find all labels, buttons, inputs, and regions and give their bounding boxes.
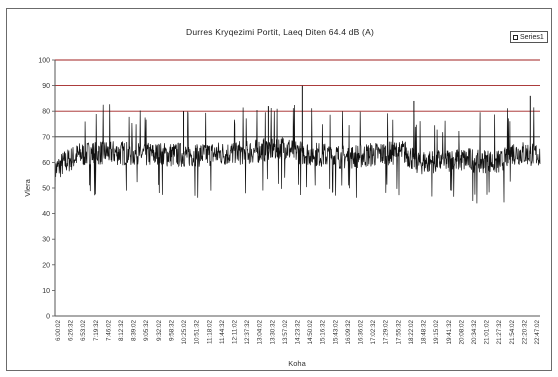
x-tick-label: 6:26:32 (68, 320, 75, 342)
y-tick-label: 90 (42, 83, 50, 90)
x-tick-label: 14:23:32 (295, 320, 302, 345)
y-tick-label: 30 (42, 237, 50, 244)
x-tick-label: 12:11:02 (231, 320, 238, 345)
chart-legend: Series1 (510, 31, 548, 43)
x-tick-label: 21:01:02 (484, 320, 491, 345)
y-tick-label: 80 (42, 109, 50, 116)
x-tick-label: 8:39:02 (131, 320, 138, 342)
x-axis-ticks: 6:00:02 6:26:32 6:53:02 7:19:32 7:46:02 8:12:… (55, 320, 541, 345)
x-tick-label: 13:04:02 (257, 320, 264, 345)
x-tick-label: 20:34:32 (471, 320, 478, 345)
x-tick-label: 11:44:32 (219, 320, 226, 345)
series-spikes (183, 85, 531, 159)
x-tick-label: 14:50:02 (307, 320, 314, 345)
x-tick-label: 21:54:02 (509, 320, 516, 345)
series-line (54, 104, 541, 213)
x-tick-label: 13:30:32 (269, 320, 276, 345)
x-tick-label: 9:58:32 (168, 320, 175, 342)
x-tick-label: 22:20:32 (521, 320, 528, 345)
y-tick-label: 100 (38, 58, 50, 65)
y-tick-label: 40 (42, 211, 50, 218)
chart-title: Durres Kryqezimi Portit, Laeq Diten 64.4… (186, 27, 374, 37)
x-tick-label: 18:22:02 (408, 320, 415, 345)
x-tick-label: 20:08:02 (458, 320, 465, 345)
x-tick-label: 9:05:32 (143, 320, 150, 342)
x-tick-label: 19:41:32 (446, 320, 453, 345)
x-tick-label: 10:25:02 (181, 320, 188, 345)
x-tick-label: 22:47:02 (534, 320, 541, 345)
x-tick-label: 8:12:32 (118, 320, 125, 342)
x-tick-label: 19:15:02 (433, 320, 440, 345)
y-tick-label: 50 (42, 186, 50, 193)
x-tick-label: 17:55:32 (395, 320, 402, 345)
x-tick-label: 12:37:32 (244, 320, 251, 345)
y-tick-label: 70 (42, 134, 50, 141)
x-tick-label: 15:16:32 (320, 320, 327, 345)
y-axis-label: Vlera (23, 178, 32, 196)
plot-area (55, 60, 540, 316)
y-axis-ticks: 0 10 20 30 40 50 60 70 80 90 100 (38, 58, 55, 321)
x-tick-label: 21:27:32 (496, 320, 503, 345)
x-tick-label: 16:36:02 (358, 320, 365, 345)
x-tick-label: 11:18:02 (206, 320, 213, 345)
x-tick-label: 6:53:02 (80, 320, 87, 342)
y-tick-label: 20 (42, 262, 50, 269)
x-tick-label: 13:57:02 (282, 320, 289, 345)
x-tick-label: 10:51:32 (194, 320, 201, 345)
x-tick-label: 9:32:02 (156, 320, 163, 342)
y-tick-label: 10 (42, 288, 50, 295)
x-tick-label: 17:29:02 (383, 320, 390, 345)
x-tick-label: 7:19:32 (93, 320, 100, 342)
x-tick-label: 6:00:02 (55, 320, 62, 342)
x-tick-label: 16:09:32 (345, 320, 352, 345)
x-tick-label: 17:02:32 (370, 320, 377, 345)
y-tick-label: 60 (42, 160, 50, 167)
x-tick-label: 18:48:32 (421, 320, 428, 345)
x-tick-label: 7:46:02 (105, 320, 112, 342)
legend-label: Series1 (520, 33, 544, 41)
y-tick-label: 0 (46, 314, 50, 321)
x-axis-label: Koha (288, 359, 306, 368)
x-tick-label: 15:43:02 (332, 320, 339, 345)
legend-swatch (513, 34, 518, 40)
